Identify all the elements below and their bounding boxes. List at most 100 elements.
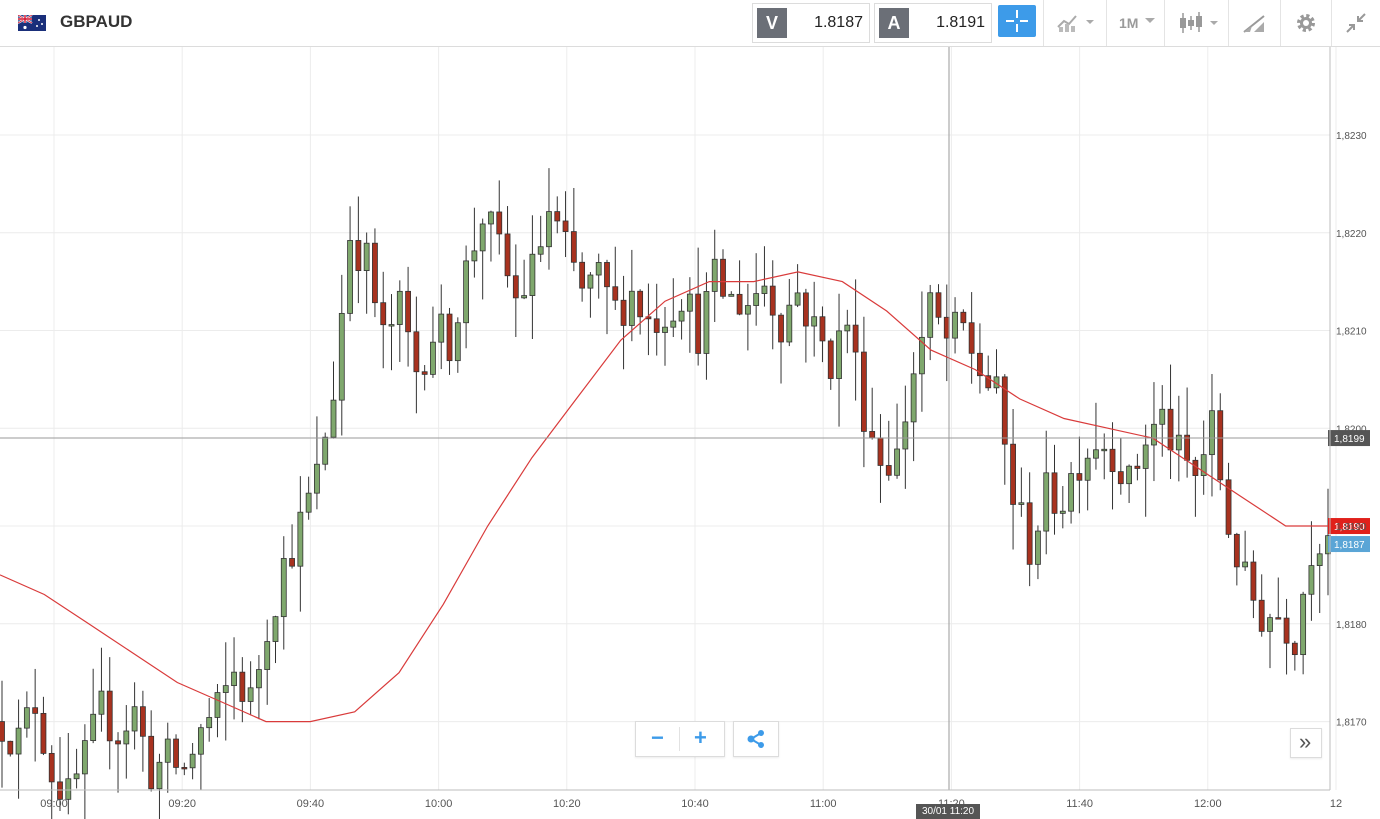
settings-icon [1297,14,1315,32]
candle-body [885,465,892,476]
candle-body [98,690,105,715]
timeframe-label: 1M [1119,15,1139,31]
zoom-in-label: + [694,725,707,750]
top-toolbar: GBPAUD V 1.8187 A 1.8191 1M [0,0,1380,47]
candle-body [1076,473,1083,481]
candle-body [131,706,138,732]
candle-body [355,240,362,272]
candle-body [628,290,635,326]
candle-body [139,706,146,737]
candle-body [314,463,320,494]
candle-body [960,311,967,324]
buy-price-button[interactable]: A 1.8191 [874,3,992,43]
candle-body [7,740,14,755]
candle-body [894,448,900,476]
candle-body [919,336,925,375]
chart-type-button[interactable] [1043,0,1106,46]
candle-body [23,707,30,729]
candle-body [1151,423,1157,446]
x-tick-label: 12:00 [1194,798,1222,810]
candle-body [446,313,453,362]
candle-body [48,752,55,783]
candle-body [686,293,693,312]
candle-body [256,669,262,689]
candle-body [239,671,246,702]
candle-body [280,558,287,618]
chart-grid [0,47,1337,790]
settings-button[interactable] [1280,0,1331,46]
candle-body [1142,444,1149,469]
bid-price-tag [1328,536,1370,553]
candle-body [910,373,917,423]
candle-body [57,781,63,800]
crosshair-price-tag [1328,430,1370,447]
draw-tools-button[interactable] [1228,0,1280,46]
share-button[interactable] [733,721,779,757]
y-tick-label: 1,8180 [1336,620,1367,631]
candle-body [488,211,494,225]
candle-body [40,712,47,754]
candle-body [844,324,851,332]
candle-body [1010,443,1016,505]
flag-icon [18,15,46,31]
sell-price-button[interactable]: V 1.8187 [752,3,870,43]
candle-body [305,492,312,513]
zoom-controls: − + [635,721,725,757]
chart-type-icon [1057,15,1094,32]
x-tick-label: 09:40 [297,798,325,810]
candle-body [1242,561,1249,568]
candle-body [1316,553,1323,567]
symbol-title: GBPAUD [60,12,133,31]
candle-body [753,293,760,306]
candle-body [794,292,801,306]
candle-body [836,330,842,379]
candle-body [1209,410,1215,456]
candle-style-button[interactable] [1164,0,1228,46]
candle-body [537,246,544,255]
timeframe-dropdown[interactable]: 1M [1106,0,1164,46]
x-tick-label: 09:20 [168,798,196,810]
candle-body [1117,471,1124,485]
x-tick-label: 10:40 [681,798,709,810]
candle-body [1084,457,1091,481]
y-tick-label: 1,8200 [1336,424,1367,435]
candle-body [570,231,577,263]
candles-icon [1180,12,1218,33]
candle-body [977,352,983,377]
y-tick-label: 1,8220 [1336,229,1367,240]
candle-body [430,341,436,375]
crosshair-button[interactable] [998,5,1036,37]
candle-body [1159,408,1166,425]
candle-body [968,322,975,354]
candle-body [1035,530,1041,565]
collapse-button[interactable] [1331,0,1380,46]
candle-body [413,331,420,373]
candle-body [231,671,237,687]
candle-body [927,292,934,338]
candle-body [985,375,992,389]
candle-body [1126,465,1132,485]
candle-body [1167,408,1174,451]
price-chart[interactable]: 1,8199 1,8190 1,8187 09:00 09:20 09:40 10:00 1… [0,47,1380,819]
candle-body [595,262,602,276]
candle-body [546,211,552,248]
candle-body [935,292,942,318]
candle-body [1093,449,1099,459]
candle-body [869,431,876,439]
candle-body [1267,617,1273,632]
candle-body [1184,434,1191,461]
candle-body [761,285,768,294]
y-tick-label: 1,8210 [1336,327,1367,338]
overlay-layer: 1,8199 1,8190 1,8187 [0,47,1370,790]
zoom-in-button[interactable]: + [680,722,724,756]
candle-body [164,738,171,763]
candle-body [214,692,221,718]
candle-body [778,314,784,343]
scroll-latest-button[interactable]: » [1290,728,1322,758]
zoom-out-button[interactable]: − [636,722,680,756]
candle-body [264,641,271,670]
candle-body [1059,510,1066,514]
candle-body [662,326,668,333]
candle-body [504,233,511,277]
share-icon [747,730,764,748]
